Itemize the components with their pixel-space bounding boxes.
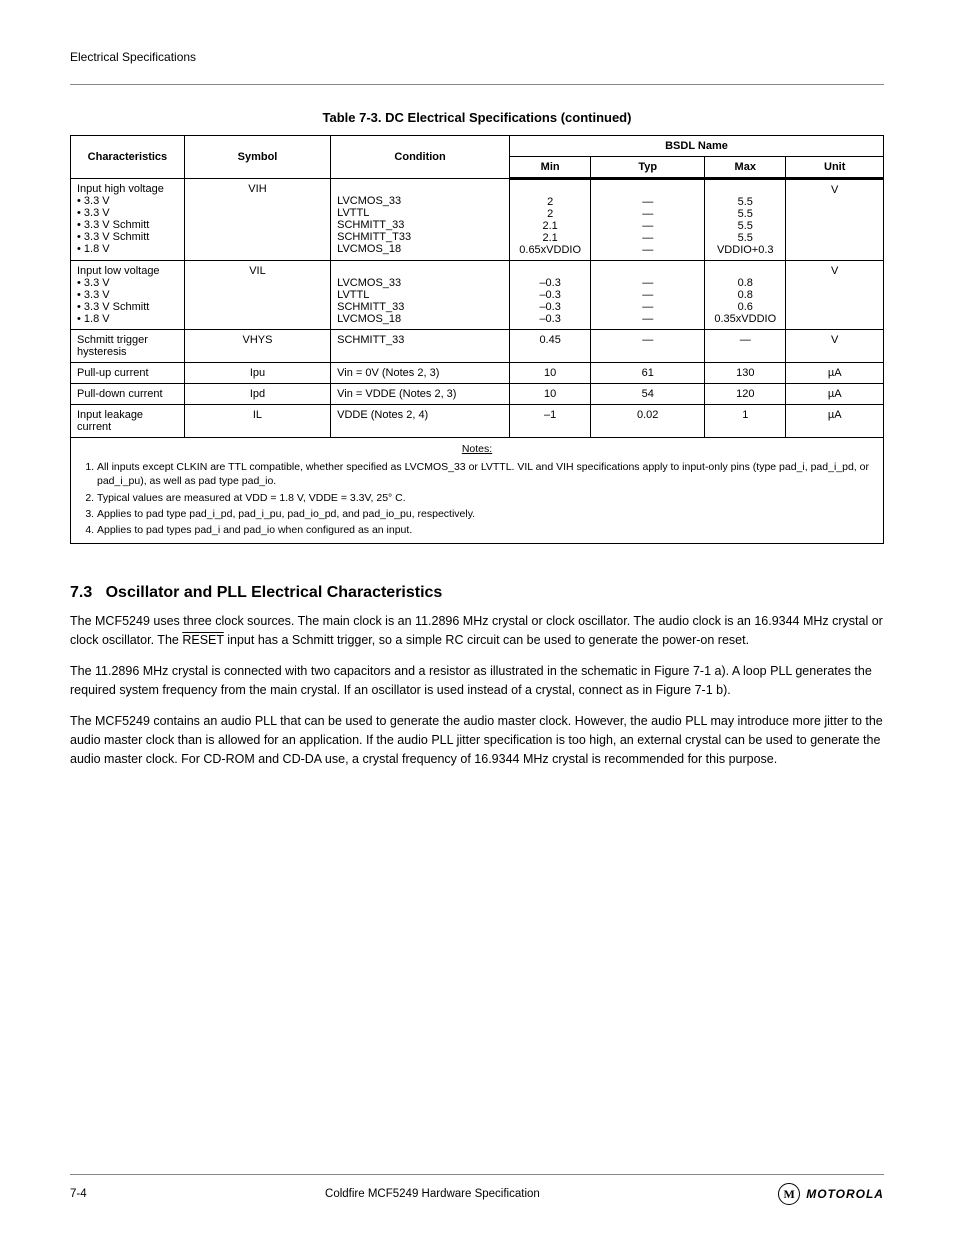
table-cell: —: [705, 330, 786, 363]
section-heading: 7.3 Oscillator and PLL Electrical Charac…: [70, 584, 884, 602]
table-cell: 130: [705, 363, 786, 384]
table-cell: Input high voltage • 3.3 V • 3.3 V • 3.3…: [71, 179, 185, 261]
table-cell: LVCMOS_33 LVTTL SCHMITT_33 SCHMITT_T33 L…: [331, 179, 510, 261]
th-group: BSDL Name: [510, 136, 884, 157]
motorola-text: MOTOROLA: [806, 1187, 884, 1201]
table-cell: 5.5 5.5 5.5 5.5 VDDIO+0.3: [705, 179, 786, 261]
table-cell: — — — —: [591, 261, 705, 330]
para-3: The MCF5249 contains an audio PLL that c…: [70, 712, 884, 768]
header-left: Electrical Specifications: [70, 50, 196, 64]
table-row: Input low voltage • 3.3 V • 3.3 V • 3.3 …: [71, 261, 884, 330]
table-cell: V: [786, 261, 884, 330]
note-item: Typical values are measured at VDD = 1.8…: [97, 491, 877, 505]
section-number: 7.3: [70, 584, 92, 601]
header-rule: [70, 84, 884, 85]
table-cell: SCHMITT_33: [331, 330, 510, 363]
table-cell: Input leakage current: [71, 405, 185, 438]
note-item: Applies to pad types pad_i and pad_io wh…: [97, 523, 877, 537]
footer: 7-4 Coldfire MCF5249 Hardware Specificat…: [70, 1174, 884, 1205]
table-cell: µA: [786, 363, 884, 384]
reset-signal: RESET: [182, 633, 223, 647]
note-item: Applies to pad type pad_i_pd, pad_i_pu, …: [97, 507, 877, 521]
th-characteristics: Characteristics: [71, 136, 185, 179]
table-cell: LVCMOS_33 LVTTL SCHMITT_33 LVCMOS_18: [331, 261, 510, 330]
para-1b: input has a Schmitt trigger, so a simple…: [224, 633, 749, 647]
table-cell: VIL: [184, 261, 330, 330]
table-cell: IL: [184, 405, 330, 438]
table-cell: —: [591, 330, 705, 363]
table-row: Input high voltage • 3.3 V • 3.3 V • 3.3…: [71, 179, 884, 261]
table-cell: Pull-up current: [71, 363, 185, 384]
table-row: Input leakage currentILVDDE (Notes 2, 4)…: [71, 405, 884, 438]
para-2: The 11.2896 MHz crystal is connected wit…: [70, 662, 884, 700]
table-cell: 0.45: [510, 330, 591, 363]
table-cell: 2 2 2.1 2.1 0.65xVDDIO: [510, 179, 591, 261]
table-cell: 10: [510, 363, 591, 384]
motorola-icon: M: [778, 1183, 800, 1205]
table-cell: VDDE (Notes 2, 4): [331, 405, 510, 438]
table-title: Table 7-3. DC Electrical Specifications …: [70, 110, 884, 125]
notes-title: Notes:: [77, 442, 877, 456]
table-cell: µA: [786, 405, 884, 438]
table-cell: Ipu: [184, 363, 330, 384]
table-cell: –1: [510, 405, 591, 438]
th-typ: Typ: [591, 157, 705, 179]
page: Electrical Specifications Table 7-3. DC …: [0, 0, 954, 1235]
motorola-logo: M MOTOROLA: [778, 1183, 884, 1205]
table-cell: Vin = VDDE (Notes 2, 3): [331, 384, 510, 405]
table-cell: µA: [786, 384, 884, 405]
table-cell: 120: [705, 384, 786, 405]
table-cell: VIH: [184, 179, 330, 261]
table-cell: Input low voltage • 3.3 V • 3.3 V • 3.3 …: [71, 261, 185, 330]
running-header: Electrical Specifications: [70, 50, 884, 64]
spec-table: Characteristics Symbol Condition BSDL Na…: [70, 135, 884, 544]
th-min: Min: [510, 157, 591, 179]
footer-title: Coldfire MCF5249 Hardware Specification: [325, 1188, 540, 1200]
table-cell: Pull-down current: [71, 384, 185, 405]
table-cell: –0.3 –0.3 –0.3 –0.3: [510, 261, 591, 330]
table-cell: 1: [705, 405, 786, 438]
th-unit: Unit: [786, 157, 884, 179]
table-cell: Ipd: [184, 384, 330, 405]
page-number: 7-4: [70, 1188, 87, 1200]
table-cell: 0.8 0.8 0.6 0.35xVDDIO: [705, 261, 786, 330]
table-cell: Vin = 0V (Notes 2, 3): [331, 363, 510, 384]
table-cell: 10: [510, 384, 591, 405]
notes-list: All inputs except CLKIN are TTL compatib…: [77, 460, 877, 537]
table-cell: — — — — —: [591, 179, 705, 261]
table-cell: Schmitt trigger hysteresis: [71, 330, 185, 363]
table-cell: 0.02: [591, 405, 705, 438]
para-1: The MCF5249 uses three clock sources. Th…: [70, 612, 884, 650]
table-row: Pull-down currentIpdVin = VDDE (Notes 2,…: [71, 384, 884, 405]
th-condition: Condition: [331, 136, 510, 179]
table-row: Schmitt trigger hysteresisVHYSSCHMITT_33…: [71, 330, 884, 363]
table-cell: VHYS: [184, 330, 330, 363]
spec-table-body: Input high voltage • 3.3 V • 3.3 V • 3.3…: [71, 179, 884, 438]
table-cell: 61: [591, 363, 705, 384]
table-cell: V: [786, 179, 884, 261]
table-cell: V: [786, 330, 884, 363]
notes-cell: Notes: All inputs except CLKIN are TTL c…: [71, 438, 884, 544]
th-symbol: Symbol: [184, 136, 330, 179]
note-item: All inputs except CLKIN are TTL compatib…: [97, 460, 877, 488]
footer-rule: [70, 1174, 884, 1175]
section-title: Oscillator and PLL Electrical Characteri…: [106, 584, 443, 601]
table-cell: 54: [591, 384, 705, 405]
th-max: Max: [705, 157, 786, 179]
table-row: Pull-up currentIpuVin = 0V (Notes 2, 3)1…: [71, 363, 884, 384]
